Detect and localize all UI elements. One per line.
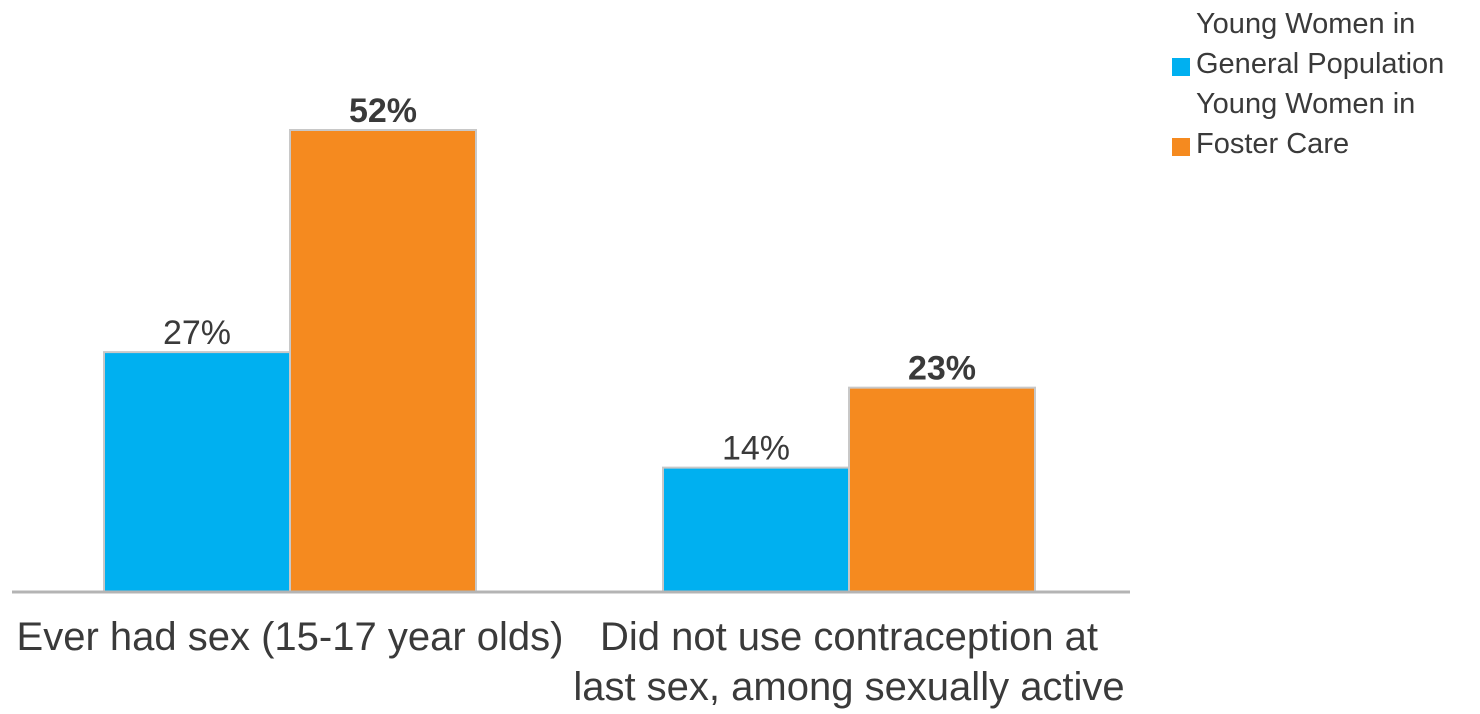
legend-label-line: Young Women in xyxy=(1196,88,1416,120)
legend-swatch-orange xyxy=(1172,138,1190,156)
legend-item-general-population: Young Women in General Population xyxy=(1172,4,1472,84)
category-label-line: last sex, among sexually active xyxy=(573,665,1125,709)
legend-item-foster-care: Young Women in Foster Care xyxy=(1172,84,1472,164)
value-label: 52% xyxy=(349,92,417,130)
value-label: 27% xyxy=(163,314,231,352)
legend: Young Women in General Population Young … xyxy=(1172,4,1472,164)
legend-swatch-blue xyxy=(1172,58,1190,76)
legend-label: Young Women in General Population xyxy=(1196,4,1472,84)
value-labels-group: 27% 14% 52% 23% xyxy=(163,92,976,468)
category-label-line: Ever had sex (15-17 year olds) xyxy=(16,615,564,659)
category-label: Ever had sex (15-17 year olds) xyxy=(0,612,580,662)
legend-label: Young Women in Foster Care xyxy=(1196,84,1472,164)
bar-0-0 xyxy=(103,351,291,593)
legend-label-line: Young Women in xyxy=(1196,8,1416,40)
category-label: Did not use contraception at last sex, am… xyxy=(559,612,1139,712)
legend-label-line: Foster Care xyxy=(1196,128,1350,160)
value-label: 14% xyxy=(722,430,790,468)
legend-label-line: General Population xyxy=(1196,48,1445,80)
bar-0-1 xyxy=(289,129,477,593)
bar-1-0 xyxy=(662,466,850,593)
bar-1-1 xyxy=(848,386,1036,593)
category-label-line: Did not use contraception at xyxy=(599,615,1099,659)
bars-group xyxy=(103,129,1036,593)
value-label: 23% xyxy=(908,350,976,388)
